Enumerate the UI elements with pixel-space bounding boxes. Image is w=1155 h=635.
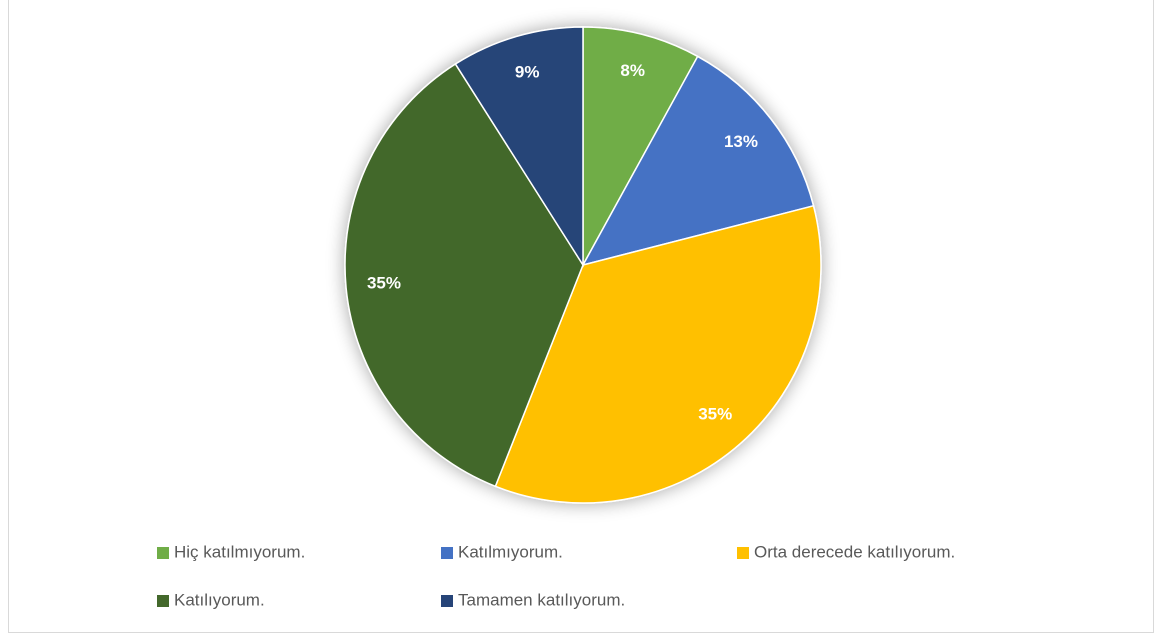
data-label: 13% <box>724 132 758 151</box>
data-label: 9% <box>515 63 540 82</box>
legend-swatch <box>737 547 749 559</box>
pie-slice <box>454 26 584 268</box>
legend-label: Orta derecede katılıyorum. <box>754 542 955 561</box>
legend-label: Katılıyorum. <box>174 590 265 609</box>
data-label: 35% <box>367 273 401 292</box>
pie <box>344 26 822 504</box>
pie-slice <box>581 55 815 267</box>
data-label: 35% <box>698 404 732 423</box>
data-label: 8% <box>620 61 645 80</box>
legend-label: Hiç katılmıyorum. <box>174 542 305 561</box>
chart-border <box>8 0 1154 633</box>
legend-swatch <box>157 547 169 559</box>
legend-label: Katılmıyorum. <box>458 542 563 561</box>
legend-swatch <box>157 595 169 607</box>
pie-slice <box>344 63 584 488</box>
pie-slice <box>494 204 822 504</box>
legend-label: Tamamen katılıyorum. <box>458 590 625 609</box>
pie-slice <box>582 26 699 266</box>
legend-swatch <box>441 595 453 607</box>
legend-swatch <box>441 547 453 559</box>
